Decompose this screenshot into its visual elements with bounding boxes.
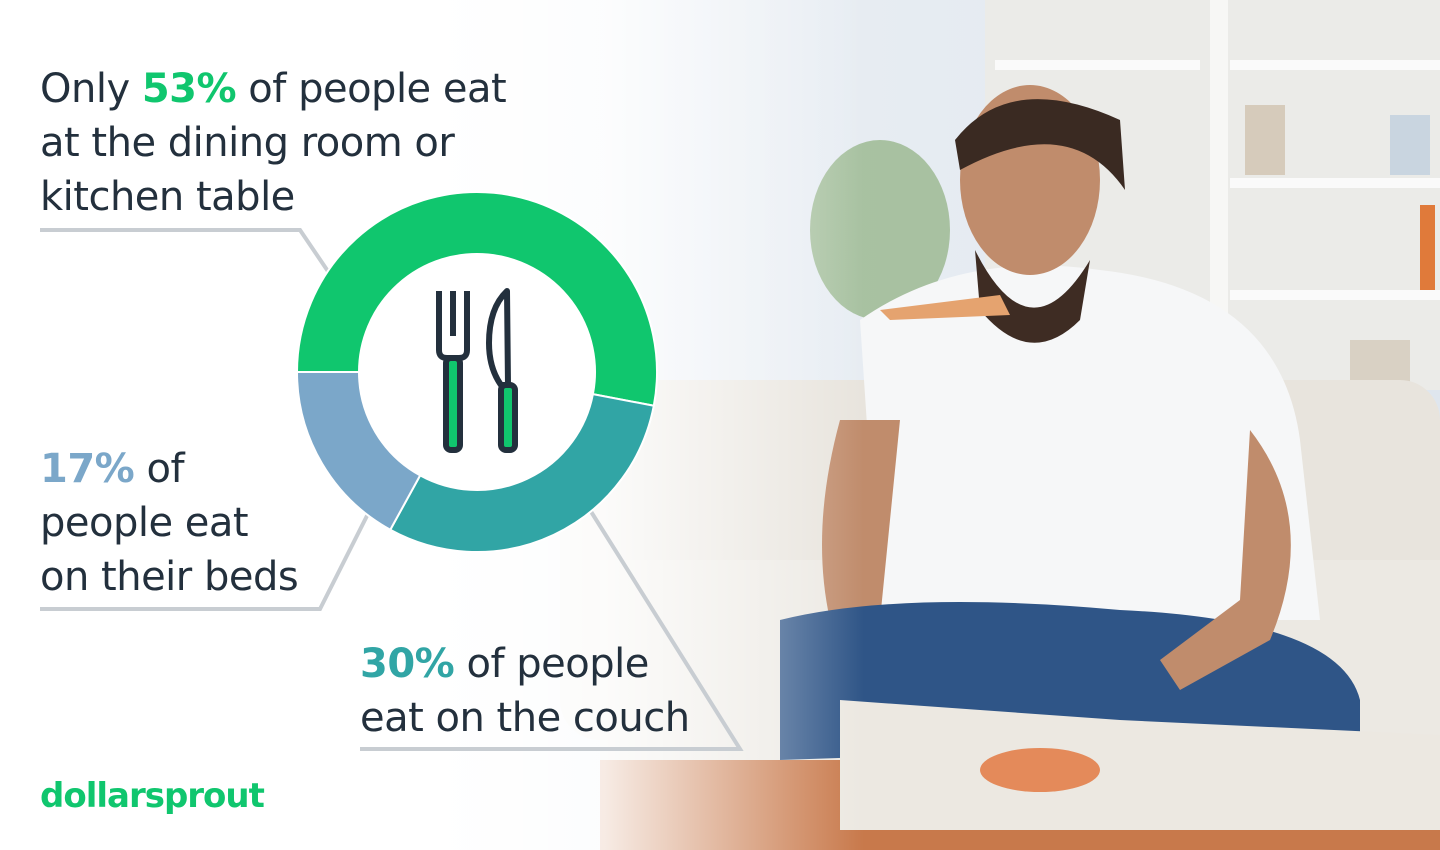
label-table-line3: kitchen table	[40, 174, 295, 220]
label-beds-post: of	[134, 446, 185, 492]
dollarsprout-logo: dollarsprout	[40, 776, 265, 816]
label-beds-line1: 17% of	[40, 442, 298, 496]
label-beds-line3: on their beds	[40, 554, 299, 600]
donut-slice-couch	[388, 392, 655, 553]
label-couch-line1: 30% of people	[360, 637, 690, 691]
leader-line-beds	[40, 489, 382, 611]
fork-knife-icon	[436, 288, 518, 453]
label-couch-line2: eat on the couch	[360, 695, 690, 741]
donut-slice-dining-room-or-kitchen-table	[295, 191, 658, 407]
donut-slice-beds	[295, 371, 422, 532]
value-table: 53%	[141, 66, 237, 112]
leader-line-couch	[360, 508, 744, 751]
label-beds: 17% of people eat on their beds	[40, 442, 299, 604]
leader-line-table	[40, 228, 344, 294]
value-beds: 17%	[40, 446, 135, 492]
label-beds-line2: people eat	[40, 500, 249, 546]
label-table: Only 53% of people eat at the dining roo…	[40, 62, 507, 224]
label-table-pre: Only	[40, 66, 142, 112]
label-table-line1: Only 53% of people eat	[40, 62, 507, 116]
value-couch: 30%	[360, 641, 455, 687]
label-table-post: of people eat	[236, 66, 507, 112]
donut-center	[360, 255, 594, 489]
label-table-line2: at the dining room or	[40, 120, 455, 166]
label-couch: 30% of people eat on the couch	[360, 637, 690, 745]
label-couch-post: of people	[454, 641, 649, 687]
